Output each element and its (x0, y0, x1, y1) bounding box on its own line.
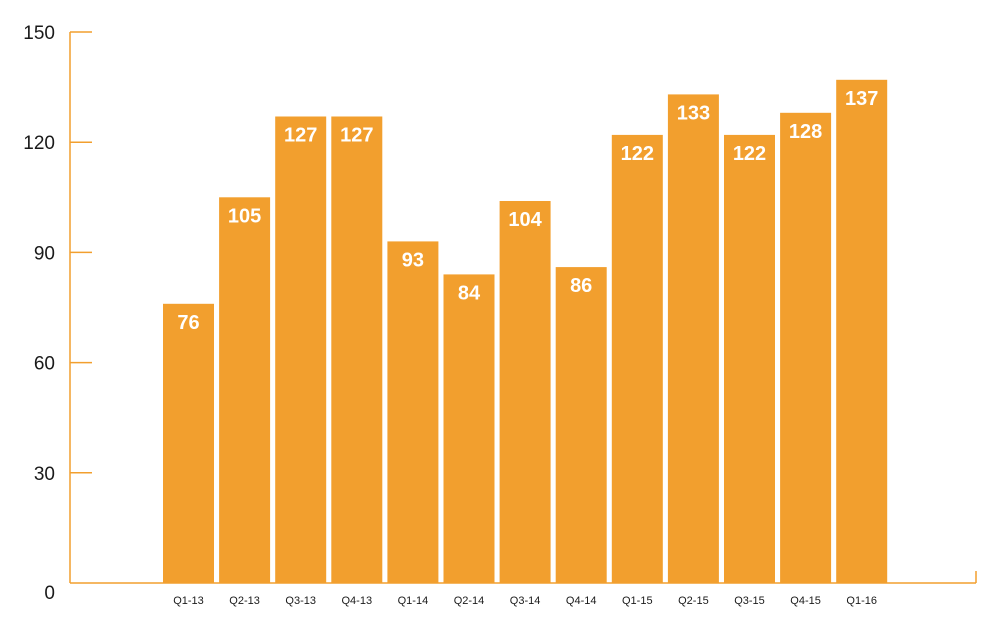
x-axis-ticks: Q1-13 Q2-13 Q3-13 Q4-13 Q1-14 Q2-14 Q3-14 Q4-14… (173, 595, 877, 607)
bar (724, 134, 775, 583)
data-label: 86 (570, 275, 592, 297)
y-tick-label: 30 (34, 464, 55, 485)
data-label: 127 (284, 125, 317, 147)
data-label: 127 (340, 125, 373, 147)
bar (836, 79, 888, 584)
data-label: 122 (621, 143, 654, 165)
x-tick-label: Q1-15 (622, 595, 653, 607)
x-tick-label: Q3-14 (510, 595, 541, 607)
y-axis-ticks: 0 30 60 90 120 150 (23, 23, 92, 604)
data-label: 104 (508, 209, 542, 231)
data-label: 105 (228, 205, 261, 227)
x-tick-label: Q4-13 (342, 595, 373, 607)
x-tick-label: Q4-14 (566, 595, 597, 607)
x-tick-label: Q1-16 (846, 595, 877, 607)
x-tick-label: Q1-14 (398, 595, 429, 607)
x-tick-label: Q3-13 (285, 595, 316, 607)
data-label: 76 (177, 312, 199, 334)
bar (219, 197, 271, 584)
data-label: 122 (733, 143, 766, 165)
y-tick-label: 0 (44, 583, 55, 604)
y-tick-label: 90 (34, 243, 55, 264)
y-tick-label: 120 (23, 133, 55, 154)
data-label: 137 (845, 88, 878, 110)
y-tick-label: 150 (23, 23, 55, 44)
bar (780, 112, 832, 584)
data-label: 128 (789, 121, 822, 143)
x-tick-label: Q2-14 (454, 595, 485, 607)
x-tick-label: Q2-15 (678, 595, 709, 607)
x-tick-label: Q3-15 (734, 595, 765, 607)
x-tick-label: Q2-13 (229, 595, 260, 607)
y-tick-label: 60 (34, 354, 55, 375)
x-tick-label: Q4-15 (790, 595, 821, 607)
bar (387, 241, 439, 583)
bar (275, 116, 327, 583)
data-label: 93 (402, 249, 424, 271)
data-labels: 76 105 127 127 93 84 104 86 122 133 122 128 137 (177, 88, 878, 334)
bar (667, 94, 719, 584)
bar (163, 303, 214, 583)
data-label: 84 (458, 282, 481, 304)
bar (611, 134, 663, 583)
bars (163, 79, 888, 584)
bar (331, 116, 383, 583)
bar (499, 201, 551, 583)
bar (555, 267, 607, 583)
data-label: 133 (677, 102, 710, 124)
x-tick-label: Q1-13 (173, 595, 204, 607)
bar (443, 274, 495, 583)
